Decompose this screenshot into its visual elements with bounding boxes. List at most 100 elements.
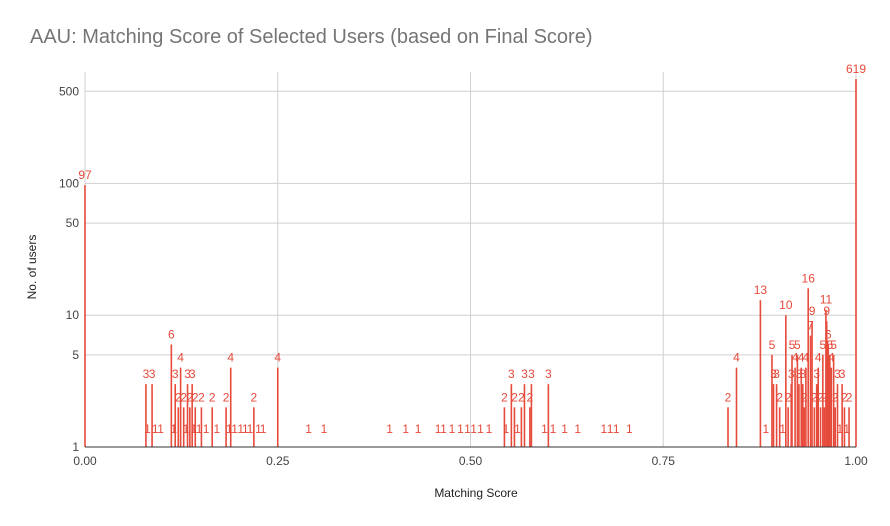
data-label: 2 xyxy=(187,390,194,404)
data-label: 5 xyxy=(789,338,796,352)
bar xyxy=(547,384,550,447)
bar xyxy=(772,384,775,447)
data-label: 2 xyxy=(251,390,258,404)
data-label: 1 xyxy=(402,422,409,436)
bar xyxy=(785,315,787,447)
data-label: 2 xyxy=(841,390,848,404)
data-label: 1 xyxy=(157,422,164,436)
bar xyxy=(822,354,824,447)
data-label: 5 xyxy=(826,338,833,352)
x-tick-label: 1.00 xyxy=(844,454,868,468)
data-label: 4 xyxy=(803,351,810,365)
y-tick-label: 5 xyxy=(72,348,79,362)
bar xyxy=(803,407,806,447)
data-label: 3 xyxy=(839,367,846,381)
y-tick-label: 500 xyxy=(59,84,79,98)
bar xyxy=(836,384,839,447)
bar xyxy=(791,354,793,447)
data-label: 3 xyxy=(189,367,196,381)
bar xyxy=(503,407,506,447)
data-label: 3 xyxy=(813,367,820,381)
chart-title: AAU: Matching Score of Selected Users (b… xyxy=(30,26,593,48)
bar xyxy=(832,354,835,447)
data-label: 4 xyxy=(815,351,822,365)
bar xyxy=(827,344,830,447)
bar xyxy=(843,407,846,447)
bar xyxy=(834,407,836,447)
data-label: 1 xyxy=(305,422,312,436)
bar xyxy=(276,367,279,447)
data-label: 5 xyxy=(769,338,776,352)
data-label: 1 xyxy=(843,422,850,436)
data-label: 3 xyxy=(184,367,191,381)
data-label: 1 xyxy=(449,422,456,436)
data-label: 5 xyxy=(794,338,801,352)
data-label: 2 xyxy=(501,390,508,404)
data-label: 3 xyxy=(799,367,806,381)
data-label: 2 xyxy=(209,390,216,404)
data-label: 2 xyxy=(725,390,732,404)
data-label: 2 xyxy=(518,390,525,404)
bar xyxy=(510,384,513,447)
bar xyxy=(179,367,182,447)
bar xyxy=(170,344,173,447)
x-tick-label: 0.25 xyxy=(266,454,290,468)
x-axis-label: Matching Score xyxy=(434,486,518,500)
data-label: 4 xyxy=(733,351,740,365)
data-label: 1 xyxy=(321,422,328,436)
bar xyxy=(771,354,773,447)
data-label: 4 xyxy=(274,351,281,365)
bar xyxy=(778,407,781,447)
data-label: 619 xyxy=(846,62,866,76)
data-label: 3 xyxy=(508,367,515,381)
bar xyxy=(798,384,800,447)
data-label: 1 xyxy=(601,422,608,436)
data-label: 1 xyxy=(613,422,620,436)
bar xyxy=(819,407,822,447)
data-label: 3 xyxy=(528,367,535,381)
bar xyxy=(529,407,531,447)
bar xyxy=(225,407,227,447)
data-label: 6 xyxy=(168,327,175,341)
bar xyxy=(805,367,807,447)
bar xyxy=(253,407,255,447)
data-label: 1 xyxy=(237,422,244,436)
data-label: 1 xyxy=(607,422,614,436)
data-label: 3 xyxy=(545,367,552,381)
bar-layer xyxy=(84,79,857,447)
bar xyxy=(796,354,799,447)
bar xyxy=(530,384,533,447)
data-label: 1 xyxy=(415,422,422,436)
data-label: 1 xyxy=(836,422,843,436)
bar xyxy=(200,407,203,447)
data-label: 2 xyxy=(175,390,182,404)
tick-layer: 1 5 10 50 100 500 0.00 0.25 0.50 0.75 1.00 xyxy=(59,84,868,468)
bar xyxy=(787,407,789,447)
data-label: 4 xyxy=(227,351,234,365)
data-label: 2 xyxy=(785,390,792,404)
y-tick-label: 100 xyxy=(59,176,79,190)
data-label: 1 xyxy=(226,422,233,436)
data-label: 1 xyxy=(260,422,267,436)
bar xyxy=(800,367,803,447)
data-label: 1 xyxy=(242,422,249,436)
data-label: 5 xyxy=(820,338,827,352)
data-label: 13 xyxy=(754,283,768,297)
data-label: 1 xyxy=(144,422,151,436)
data-label: 1 xyxy=(561,422,568,436)
bar xyxy=(84,185,86,447)
data-label: 3 xyxy=(143,367,150,381)
data-label: 2 xyxy=(180,390,187,404)
data-label: 16 xyxy=(802,271,816,285)
data-label: 1 xyxy=(213,422,220,436)
data-label: 3 xyxy=(521,367,528,381)
data-label: 3 xyxy=(172,367,179,381)
data-label: 11 xyxy=(820,293,833,307)
data-label: 1 xyxy=(435,422,442,436)
data-label: 2 xyxy=(821,390,828,404)
data-label: 1 xyxy=(514,422,521,436)
data-label: 3 xyxy=(788,367,795,381)
bar xyxy=(189,407,191,447)
